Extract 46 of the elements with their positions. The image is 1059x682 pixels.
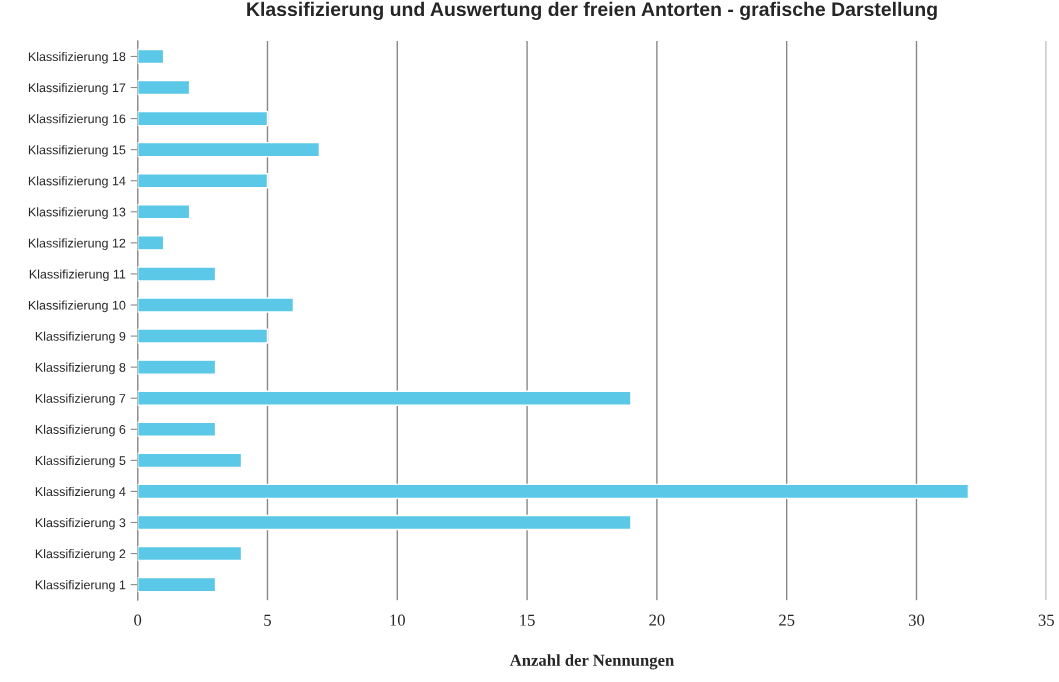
y-tick-label: Klassifizierung 10 [28, 300, 126, 313]
y-tick-label: Klassifizierung 3 [35, 517, 126, 530]
x-tick-label: 30 [908, 614, 925, 626]
y-tick-label: Klassifizierung 13 [28, 207, 126, 219]
bar [137, 514, 632, 531]
x-tick-label: 0 [134, 614, 142, 626]
y-tick-label: Klassifizierung 11 [29, 269, 126, 282]
y-tick-label: Klassifizierung 17 [28, 82, 126, 95]
x-tick-label: 35 [1038, 614, 1054, 626]
x-tick-label: 5 [264, 614, 271, 626]
y-tick-label: Klassifizierung 14 [28, 176, 126, 188]
chart-title: Klassifizierung und Auswertung der freien Antorten - grafische Darstellung [247, 1, 937, 21]
bar [137, 110, 269, 127]
bar [137, 297, 295, 313]
bar [137, 79, 191, 96]
bar [137, 452, 243, 469]
bar [137, 235, 165, 251]
bar [137, 48, 165, 65]
bar [137, 266, 217, 282]
bar [137, 576, 217, 593]
bar [137, 483, 970, 500]
bar [137, 328, 269, 344]
y-tick-label: Klassifizierung 12 [28, 238, 126, 250]
y-tick-label: Klassifizierung 6 [35, 424, 126, 437]
y-tick-label: Klassifizierung 8 [35, 362, 126, 375]
y-tick-label: Klassifizierung 16 [28, 114, 126, 126]
x-tick-label: 15 [520, 614, 535, 626]
y-tick-label: Klassifizierung 2 [35, 549, 126, 561]
bar [137, 421, 217, 437]
x-tick-label: 10 [390, 614, 405, 626]
bar [137, 173, 269, 189]
y-tick-label: Klassifizierung 5 [35, 455, 126, 468]
bar [137, 204, 191, 220]
x-axis-title: Anzahl der Nennungen [509, 654, 675, 670]
x-tick-label: 20 [649, 614, 665, 626]
y-tick-label: Klassifizierung 18 [28, 51, 126, 64]
y-tick-label: Klassifizierung 15 [28, 145, 126, 157]
bar [137, 390, 632, 406]
bar [137, 359, 217, 375]
x-tick-label: 25 [779, 614, 795, 626]
bar [137, 141, 321, 158]
y-tick-label: Klassifizierung 4 [35, 486, 126, 499]
y-tick-label: Klassifizierung 9 [35, 331, 126, 344]
y-tick-label: Klassifizierung 1 [35, 580, 126, 592]
y-tick-label: Klassifizierung 7 [35, 393, 126, 406]
bar [137, 545, 243, 562]
